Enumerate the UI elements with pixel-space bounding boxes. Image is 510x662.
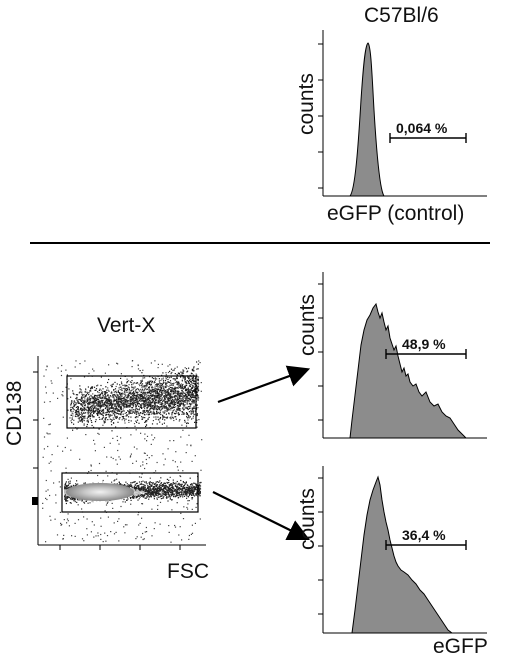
control-gate-percent: 0,064 % <box>396 120 448 136</box>
lower-x-label: eGFP <box>433 635 488 658</box>
arrow-to-upper <box>217 365 311 404</box>
arrow-to-lower <box>212 491 310 541</box>
gate-lower <box>61 472 199 513</box>
upper-distribution <box>349 302 468 439</box>
upper-y-label: counts <box>296 294 319 356</box>
lower-histogram <box>318 466 487 634</box>
lower-distribution <box>351 475 454 634</box>
lower-gate-marker <box>385 540 467 550</box>
lower-gate-percent: 36,4 % <box>402 527 446 543</box>
control-peak <box>348 42 385 197</box>
control-y-ticks <box>318 43 323 189</box>
upper-y-ticks <box>318 283 323 421</box>
dotplot-y-label: CD138 <box>3 380 26 446</box>
control-histogram <box>318 30 487 197</box>
gate-upper <box>66 375 197 429</box>
lower-y-ticks <box>318 477 323 615</box>
control-gate-marker <box>389 133 467 143</box>
control-x-label: eGFP (control) <box>327 202 465 225</box>
dotplot-x-label: FSC <box>167 560 209 583</box>
dotplot-dense-core <box>66 483 134 501</box>
upper-gate-percent: 48,9 % <box>402 336 446 352</box>
control-title: C57Bl/6 <box>364 4 439 27</box>
dotplot <box>32 356 206 550</box>
control-y-label: counts <box>295 73 318 135</box>
dotplot-title: Vert-X <box>97 314 156 337</box>
lower-y-label: counts <box>296 488 319 550</box>
upper-gate-marker <box>385 349 467 359</box>
dotplot-edge-mark <box>32 497 38 505</box>
dotplot-events <box>42 360 203 543</box>
upper-histogram <box>318 272 487 439</box>
